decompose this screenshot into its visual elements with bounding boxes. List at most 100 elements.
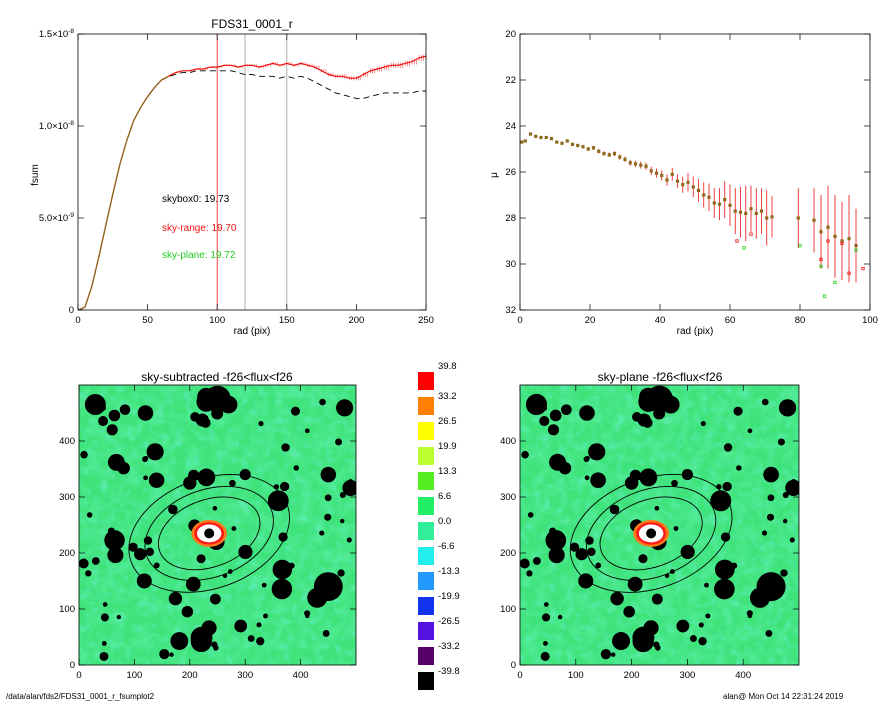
skyplane-masked-source [549,409,562,422]
colorbar-label: 26.5 [438,416,457,427]
skyplane-x-tick-label: 300 [679,670,695,681]
subtracted-aperture-ellipse [144,486,274,581]
subtracted-masked-source [340,518,345,524]
subtracted-masked-source [80,450,88,459]
mu-data-point [733,209,737,213]
mu-data-point [819,230,823,234]
subtracted-masked-source [190,412,200,422]
subtracted-x-tick-label: 0 [76,670,81,681]
subtracted-masked-source [239,469,251,481]
footer-user-date: alan@ Mon Oct 14 22:31:24 2019 [723,692,844,701]
subtracted-y-tick-label: 400 [59,436,75,447]
skyplane-masked-source [526,570,533,577]
skyplane-x-tick-label: 0 [517,670,522,681]
fsum-series-line-2 [78,75,169,310]
mu-data-point [623,157,627,161]
colorbar-swatch [418,497,434,515]
sky-plane-image-panel: sky-plane -f26<flux<f26 0 100 200 300 400 0 10… [500,370,800,681]
annotation-sky-range: sky-range: 19.70 [162,223,237,234]
mu-x-tick-label: 60 [725,315,736,326]
skyplane-masked-source [785,479,799,497]
fsum-y-tick-label: 0 [69,305,74,316]
mu-y-tick-label: 20 [505,29,516,40]
annotation-sky-plane: sky-plane: 19.72 [162,250,236,261]
subtracted-masked-source [280,481,290,492]
subtracted-masked-source [136,573,152,589]
colorbar-swatch [418,472,434,490]
mu-data-point [723,198,727,202]
skyplane-masked-source [521,450,529,459]
skyplane-masked-source [623,605,635,618]
skyplane-y-tick-label: 400 [500,436,516,447]
subtracted-masked-source [212,506,218,511]
mu-data-point [570,142,575,146]
subtracted-masked-source [196,554,206,564]
subtracted-masked-source [79,558,89,569]
subtracted-x-tick-label: 200 [182,670,198,681]
subtracted-masked-source [148,472,165,488]
mu-y-axis-label: μ [489,172,500,178]
annotation-skybox0: skybox0: 19.73 [162,194,230,205]
mu-x-tick-label: 40 [655,315,666,326]
fsum-x-tick-label: 250 [418,315,434,326]
subtracted-masked-source [168,591,183,606]
subtracted-masked-source [319,398,326,406]
mu-data-point [712,201,716,205]
skyplane-masked-source [541,613,551,622]
skyplane-masked-source [747,428,753,434]
colorbar-label: -33.2 [438,641,460,652]
mu-data-point [560,141,564,145]
skyplane-masked-source [595,562,602,569]
mu-data-point [602,152,606,156]
subtracted-masked-source [322,630,330,637]
skyplane-masked-source [540,651,550,661]
mu-data-point [812,218,816,222]
mu-y-tick-label: 22 [505,75,516,86]
subtracted-masked-source [258,421,264,427]
subtracted-masked-source [336,399,354,417]
skyplane-masked-source [545,529,567,551]
mu-data-point [539,135,543,140]
skyplane-masked-source [698,622,704,628]
skyplane-aperture-ellipse [586,485,717,581]
skyplane-masked-source [520,558,530,569]
subtracted-masked-source [104,530,125,551]
mu-data-point [691,185,695,189]
subtracted-masked-source [320,466,337,483]
skyplane-masked-source [579,405,595,421]
subtracted-masked-source [231,526,237,531]
mu-data-point [618,155,622,159]
subtracted-masked-source [209,593,221,605]
skyplane-galaxy-nucleus-mask [646,528,657,539]
colorbar: 39.8 33.2 26.5 19.9 13.3 6.6 0.0 -6.6 -13.3 -19.9… [418,361,460,690]
subtracted-x-tick-label: 100 [126,670,142,681]
subtracted-masked-source [234,619,248,633]
fsum-x-tick-label: 0 [75,315,80,326]
skyplane-masked-source [766,513,775,521]
mu-data-point [607,153,611,157]
subtracted-masked-source [128,542,138,552]
mu-y-tick-label: 24 [505,121,516,132]
colorbar-label: -39.8 [438,666,460,677]
skyplane-masked-source [733,406,743,416]
colorbar-label: -13.3 [438,566,460,577]
subtracted-masked-source [247,635,255,642]
mu-data-point [717,202,722,206]
subtracted-masked-source [342,479,356,497]
subtracted-y-tick-label: 100 [59,604,75,615]
colorbar-swatch [418,522,434,540]
sky-subtracted-title: sky-subtracted -f26<flux<f26 [141,370,293,384]
subtracted-masked-source [116,614,122,620]
mu-data-point [654,171,659,175]
skyplane-masked-source [533,557,541,565]
skyplane-masked-source [705,613,711,619]
subtracted-y-tick-label: 200 [59,548,75,559]
mu-data-point [544,135,548,140]
mu-data-point [707,195,711,199]
skyplane-masked-source [638,391,659,412]
skyplane-masked-source [791,479,796,484]
mu-data-point [796,216,800,220]
skyplane-masked-source [680,544,695,560]
subtracted-masked-source [102,602,108,607]
skyplane-masked-source [671,479,678,487]
